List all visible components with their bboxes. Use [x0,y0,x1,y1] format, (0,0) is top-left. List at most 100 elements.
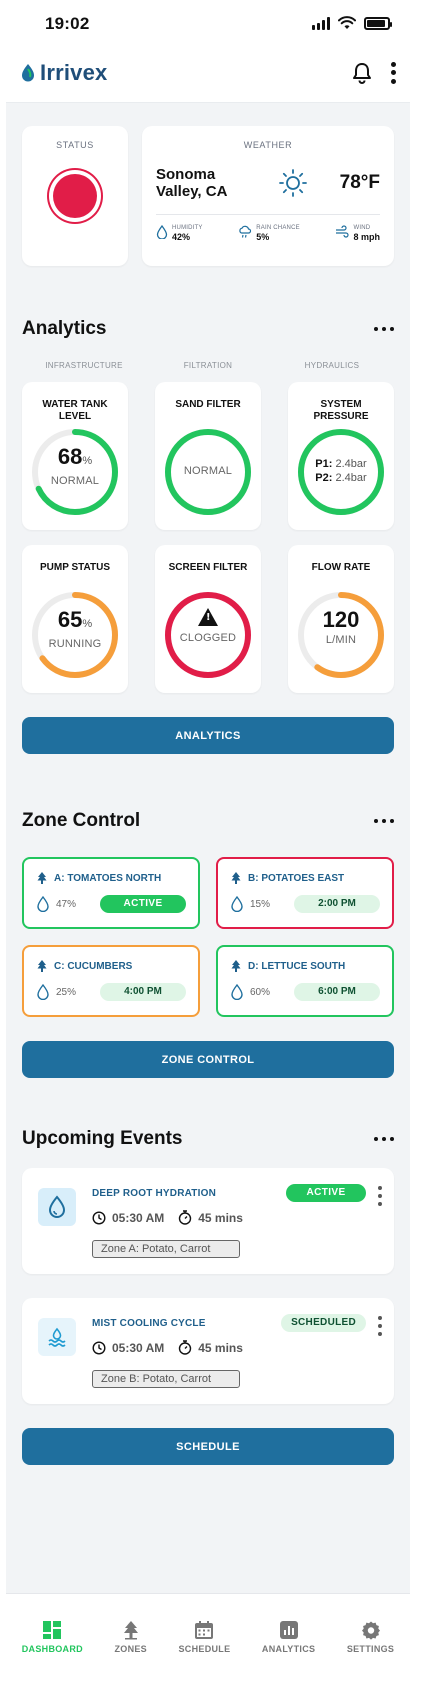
zone-more-icon[interactable] [374,819,394,823]
zone-schedule-pill[interactable]: 2:00 PM [294,895,380,913]
zone-card-b[interactable]: B: POTATOES EAST 15% 2:00 PM [216,857,394,929]
header-actions [352,61,396,84]
zone-schedule-pill[interactable]: 6:00 PM [294,983,380,1001]
droplet-icon [48,1195,66,1218]
nav-schedule[interactable]: SCHEDULE [179,1620,231,1685]
zone-control-header: Zone Control [22,810,394,832]
wind-icon [336,225,350,238]
gauge-progress [298,592,384,678]
event-title: DEEP ROOT HYDRATION [92,1188,216,1199]
bell-icon[interactable] [352,62,372,84]
event-status-pill: SCHEDULED [281,1314,366,1332]
header-menu-icon[interactable] [390,61,396,84]
dashboard-icon [43,1621,62,1639]
system-pressure-gauge [298,429,384,515]
zone-moisture: 60% [250,986,271,998]
battery-icon [364,16,392,30]
humidity-stat: HUMIDITY 42% [156,225,203,242]
event-zone-tag: Zone A: Potato, Carrot [92,1240,240,1258]
analytics-button[interactable]: ANALYTICS [22,717,394,754]
sand-filter-title: SAND FILTER [175,399,241,410]
rain-cloud-icon [239,225,252,238]
screen-filter-gauge [165,592,251,678]
events-more-icon[interactable] [374,1137,394,1141]
zone-moisture: 25% [56,986,77,998]
analytics-grid: WATER TANK LEVEL 68% NORMAL SAND FILTER … [22,382,394,693]
zone-moisture: 15% [250,898,271,910]
clock-icon [92,1210,106,1225]
nav-dashboard[interactable]: DASHBOARD [22,1620,83,1685]
gauge-progress [298,429,384,515]
droplet-icon [37,984,49,1000]
zone-card-d[interactable]: D: LETTUCE SOUTH 60% 6:00 PM [216,945,394,1017]
warning-icon [198,608,218,626]
flow-rate-gauge [298,592,384,678]
calendar-icon [195,1621,214,1639]
screen-filter-card[interactable]: SCREEN FILTER CLOGGED [155,545,261,693]
zone-status-pill[interactable]: ACTIVE [100,895,186,913]
status-indicator [53,174,97,218]
water-tank-title: WATER TANK LEVEL [42,399,108,422]
column-label-infrastructure: INFRASTRUCTURE [45,361,123,370]
zone-control-button[interactable]: ZONE CONTROL [22,1041,394,1078]
flow-rate-title: FLOW RATE [311,562,371,573]
schedule-button[interactable]: SCHEDULE [22,1428,394,1465]
tree-icon [231,872,241,884]
status-label: STATUS [56,140,94,150]
tree-icon [37,960,47,972]
droplet-icon [156,225,168,239]
overview-row: STATUS WEATHER Sonoma Valley, CA [22,126,394,266]
sun-icon [278,169,307,197]
gauge-progress [32,592,118,678]
mist-icon [48,1327,66,1347]
water-tank-card[interactable]: WATER TANK LEVEL 68% NORMAL [22,382,128,530]
zone-control-title: Zone Control [22,810,141,831]
weather-card[interactable]: WEATHER Sonoma Valley, CA [142,126,394,266]
screen-filter-title: SCREEN FILTER [168,562,248,573]
zone-name: A: TOMATOES NORTH [54,872,162,884]
column-label-hydraulics: HYDRAULICS [304,361,360,370]
tree-icon [123,1621,138,1640]
weather-divider [156,214,380,215]
sand-filter-card[interactable]: SAND FILTER NORMAL [155,382,261,530]
wifi-icon [338,16,356,29]
chart-icon [279,1621,298,1639]
nav-zones[interactable]: ZONES [114,1620,147,1685]
pump-status-value: 65% RUNNING [48,607,102,651]
rain-chance-stat: RAIN CHANCE 5% [238,225,300,242]
events-header: Upcoming Events [22,1128,394,1150]
event-menu-icon[interactable] [378,1186,382,1206]
nav-analytics[interactable]: ANALYTICS [262,1620,315,1685]
event-icon-box [38,1318,76,1356]
analytics-title: Analytics [22,318,107,339]
zone-name: D: LETTUCE SOUTH [248,960,346,972]
pump-status-card[interactable]: PUMP STATUS 65% RUNNING [22,545,128,693]
event-zone-tag: Zone B: Potato, Carrot [92,1370,240,1388]
zone-name: B: POTATOES EAST [248,872,345,884]
nav-settings[interactable]: SETTINGS [347,1620,394,1685]
system-pressure-card[interactable]: SYSTEM PRESSURE P1: 2.4bar P2: 2.4bar [288,382,394,530]
status-time: 19:02 [45,14,90,33]
status-card[interactable]: STATUS [22,126,128,266]
event-status-pill: ACTIVE [286,1184,366,1202]
system-pressure-value: P1: 2.4bar P2: 2.4bar [315,458,367,484]
zone-card-c[interactable]: C: CUCUMBERS 25% 4:00 PM [22,945,200,1017]
gauge-progress [165,592,251,678]
event-menu-icon[interactable] [378,1316,382,1336]
zone-schedule-pill[interactable]: 4:00 PM [100,983,186,1001]
zone-card-a[interactable]: A: TOMATOES NORTH 47% ACTIVE [22,857,200,929]
flow-rate-card[interactable]: FLOW RATE 120 L/MIN [288,545,394,693]
stopwatch-icon [179,1210,192,1225]
droplet-icon [37,896,49,912]
zone-name: C: CUCUMBERS [54,960,133,972]
event-duration: 45 mins [198,1210,243,1225]
sand-filter-gauge [165,429,251,515]
event-card[interactable]: DEEP ROOT HYDRATION 05:30 AM 45 mins Zon… [22,1168,394,1274]
event-card[interactable]: MIST COOLING CYCLE 05:30 AM 45 mins Zone… [22,1298,394,1404]
screen-filter-value: CLOGGED [155,608,261,644]
signal-icon [312,16,330,30]
weather-temperature: 78°F [339,172,380,193]
analytics-more-icon[interactable] [374,327,394,331]
pump-status-title: PUMP STATUS [39,562,110,573]
